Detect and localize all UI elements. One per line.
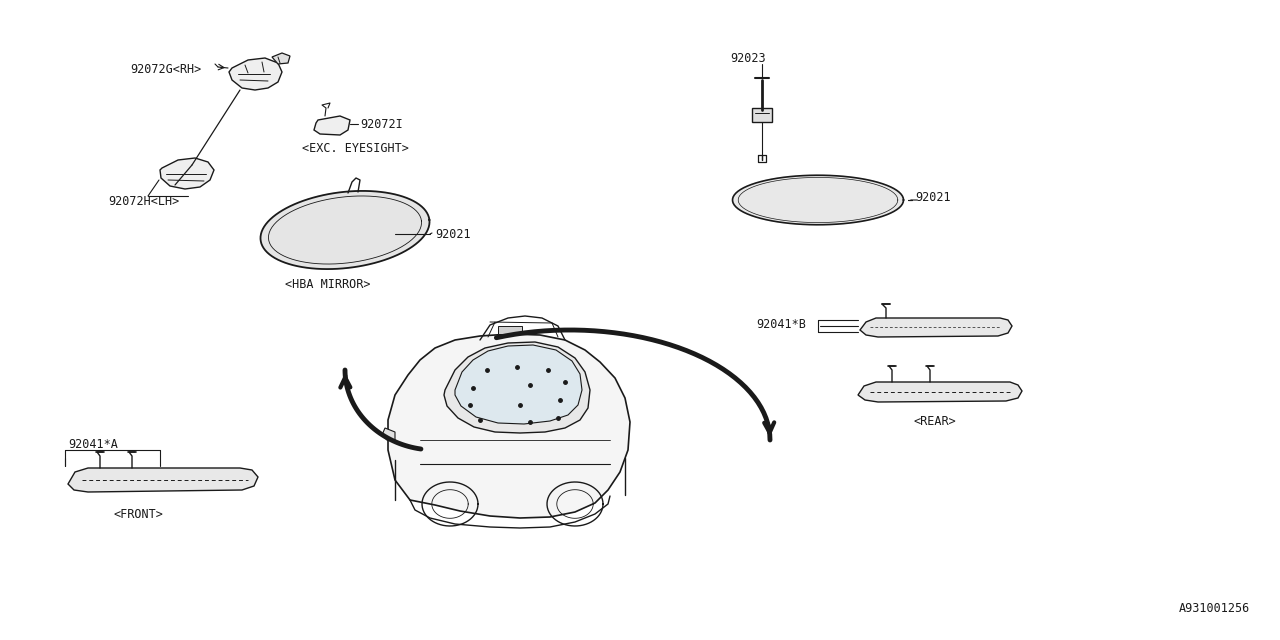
- Text: 92041*A: 92041*A: [68, 438, 118, 451]
- Polygon shape: [160, 158, 214, 189]
- Polygon shape: [314, 116, 349, 135]
- Text: <FRONT>: <FRONT>: [113, 508, 163, 521]
- Text: <EXC. EYESIGHT>: <EXC. EYESIGHT>: [302, 142, 408, 155]
- Polygon shape: [261, 191, 430, 269]
- Polygon shape: [342, 193, 355, 205]
- Polygon shape: [858, 382, 1021, 402]
- Polygon shape: [68, 468, 259, 492]
- Polygon shape: [454, 345, 582, 424]
- Text: 92072I: 92072I: [360, 118, 403, 131]
- Text: 92023: 92023: [730, 52, 765, 65]
- Polygon shape: [229, 58, 282, 90]
- Text: 92072H<LH>: 92072H<LH>: [108, 195, 179, 208]
- Polygon shape: [860, 318, 1012, 337]
- Text: 92041*B: 92041*B: [756, 318, 806, 331]
- Polygon shape: [732, 175, 904, 225]
- Polygon shape: [753, 108, 772, 122]
- Text: A931001256: A931001256: [1179, 602, 1251, 615]
- Polygon shape: [498, 326, 522, 334]
- Text: 92021: 92021: [435, 228, 471, 241]
- Polygon shape: [388, 334, 630, 518]
- Text: <REAR>: <REAR>: [914, 415, 956, 428]
- Polygon shape: [381, 428, 396, 440]
- Polygon shape: [273, 53, 291, 64]
- Text: 92021: 92021: [915, 191, 951, 204]
- Text: <HBA MIRROR>: <HBA MIRROR>: [285, 278, 370, 291]
- Text: 92072G<RH>: 92072G<RH>: [131, 63, 201, 76]
- Polygon shape: [444, 342, 590, 433]
